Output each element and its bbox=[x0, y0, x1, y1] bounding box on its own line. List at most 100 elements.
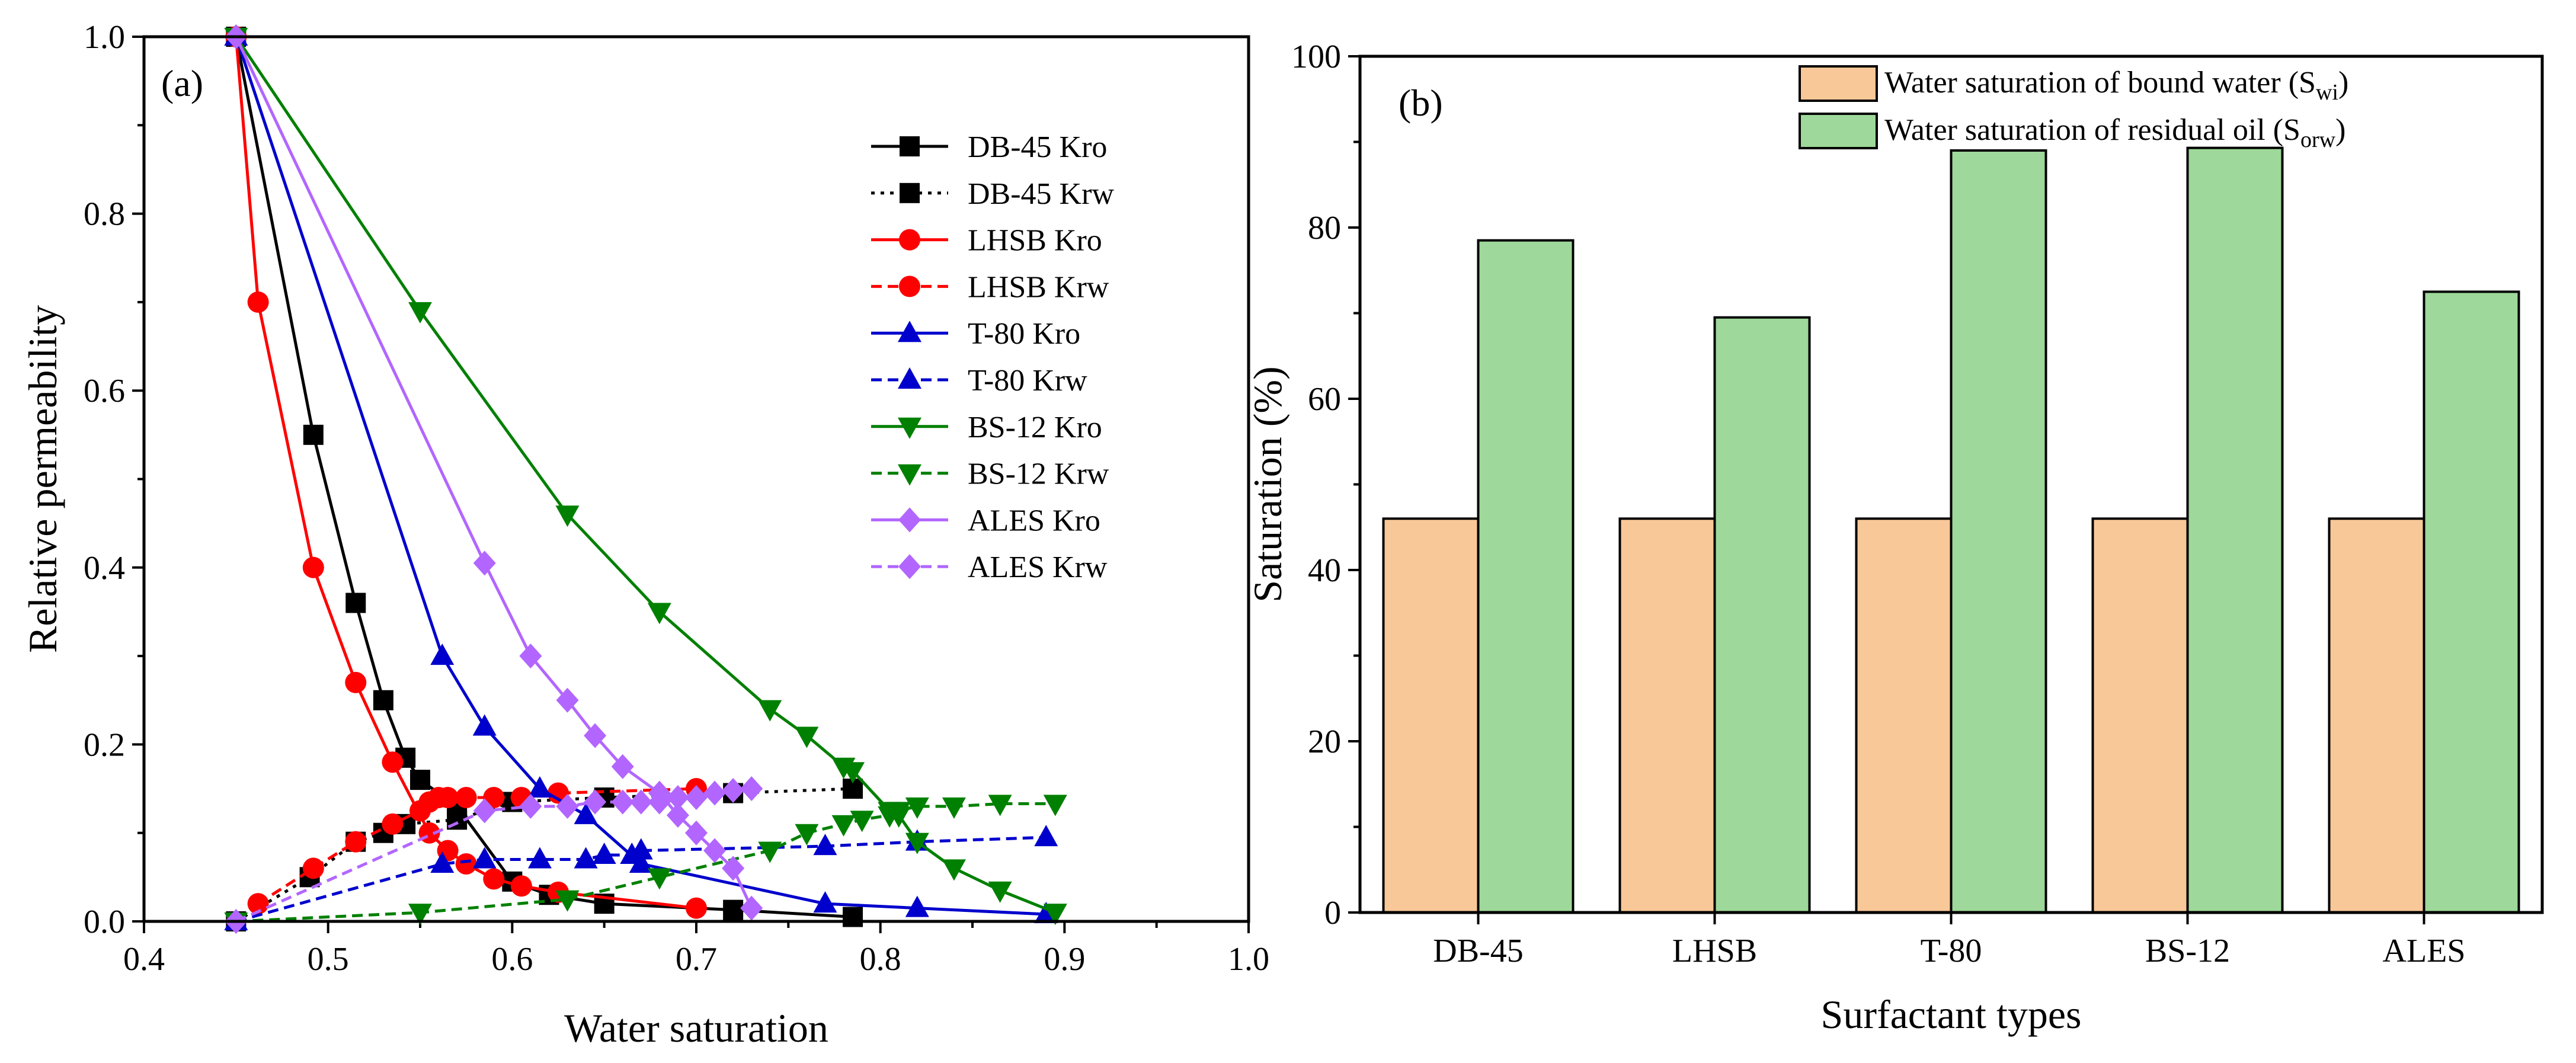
data-point-lhsb-kro bbox=[455, 853, 477, 875]
data-point-t-80-kro bbox=[527, 776, 552, 798]
data-point-bs-12-kro bbox=[647, 603, 671, 625]
y-tick-label: 0.6 bbox=[84, 373, 125, 409]
data-point-lhsb-kro bbox=[302, 556, 324, 578]
legend-item-db-45-kro: DB-45 Kro bbox=[871, 130, 1107, 164]
data-point-bs-12-krw bbox=[1043, 795, 1067, 817]
data-point-ales-kro bbox=[740, 895, 763, 921]
data-point-t-80-krw bbox=[527, 847, 552, 869]
x-tick-label: 0.9 bbox=[1044, 941, 1085, 978]
legend-label: Water saturation of bound water (Swi) bbox=[1884, 66, 2348, 105]
data-point-lhsb-kro bbox=[345, 671, 367, 693]
legend-item-ales-kro: ALES Kro bbox=[871, 504, 1100, 537]
legend-item-bs-12-kro: BS-12 Kro bbox=[871, 411, 1102, 444]
series-t-80-kro bbox=[224, 24, 1058, 924]
series-line-ales-kro bbox=[235, 36, 753, 909]
data-point-bs-12-krw bbox=[831, 815, 856, 837]
x-tick-label: 0.8 bbox=[860, 941, 901, 978]
data-point-ales-krw bbox=[473, 798, 496, 824]
data-point-t-80-krw bbox=[430, 851, 455, 873]
y-axis-label: Saturation (%) bbox=[1245, 366, 1290, 602]
data-point-ales-kro bbox=[556, 687, 579, 713]
bar-t-80-sorw bbox=[1950, 149, 2047, 914]
data-point-lhsb-krw bbox=[345, 831, 367, 853]
x-tick-label-bs-12: BS-12 bbox=[2145, 933, 2230, 969]
data-point-ales-kro bbox=[685, 820, 708, 846]
legend-marker bbox=[898, 554, 921, 579]
bar-db-45-swi bbox=[1382, 517, 1480, 914]
data-point-ales-kro bbox=[703, 838, 727, 863]
series-lhsb-kro bbox=[225, 26, 707, 919]
data-point-bs-12-krw bbox=[942, 797, 966, 819]
data-point-ales-krw bbox=[722, 778, 745, 803]
data-point-ales-krw bbox=[648, 789, 671, 815]
legend-label: ALES Kro bbox=[968, 504, 1100, 537]
bar-ales-swi bbox=[2328, 517, 2425, 914]
legend-label: DB-45 Kro bbox=[968, 130, 1107, 164]
legend-marker bbox=[898, 367, 921, 389]
panel-b-frame bbox=[1358, 55, 2544, 914]
y-tick-label: 0.0 bbox=[84, 904, 125, 940]
panel-label-a: (a) bbox=[161, 62, 203, 104]
data-point-ales-kro bbox=[722, 856, 745, 881]
data-point-ales-krw bbox=[685, 785, 708, 810]
data-point-t-80-kro bbox=[430, 643, 455, 665]
series-line-t-80-kro bbox=[234, 36, 1047, 916]
legend-marker bbox=[898, 417, 921, 439]
panel-a-line-chart: 0.4 0.5 0.6 0.7 0.8 0.9 1.0 0.0 0.2 0.4 0.6 0.8 1.0 W… bbox=[20, 19, 1269, 1051]
data-point-ales-krw bbox=[666, 785, 689, 810]
data-point-lhsb-krw bbox=[382, 813, 404, 835]
legend-item-t-80-krw: T-80 Krw bbox=[871, 364, 1087, 398]
legend-swatch bbox=[1799, 113, 1878, 149]
x-tick-label: 0.6 bbox=[491, 941, 533, 978]
data-point-t-80-krw bbox=[1034, 825, 1058, 847]
data-point-t-80-kro bbox=[574, 802, 598, 824]
y-tick-label: 80 bbox=[1308, 210, 1341, 246]
data-point-lhsb-krw bbox=[437, 786, 459, 808]
data-point-ales-krw bbox=[703, 780, 727, 806]
data-point-db-45-kro bbox=[373, 690, 393, 710]
y-tick-label: 0.4 bbox=[84, 550, 125, 587]
data-point-bs-12-krw bbox=[795, 824, 819, 846]
legend-item-swi: Water saturation of bound water (Swi) bbox=[1799, 65, 2348, 105]
data-point-bs-12-kro bbox=[408, 302, 432, 324]
x-axis-label: Water saturation bbox=[564, 1006, 828, 1051]
series-line-t-80-krw bbox=[235, 835, 1047, 923]
x-tick-label-ales: ALES bbox=[2383, 933, 2466, 969]
data-point-ales-krw bbox=[519, 793, 542, 819]
series-line-bs-12-kro bbox=[235, 36, 1056, 914]
legend-item-lhsb-kro: LHSB Kro bbox=[871, 224, 1102, 258]
data-point-bs-12-kro bbox=[988, 881, 1012, 903]
x-tick-label: 0.5 bbox=[308, 941, 349, 978]
data-point-ales-krw bbox=[584, 789, 607, 815]
legend-marker bbox=[900, 182, 920, 203]
series-ales-krw bbox=[225, 776, 763, 934]
legend-label: T-80 Krw bbox=[968, 364, 1087, 398]
data-point-ales-krw bbox=[556, 793, 579, 819]
legend-item-sorw: Water saturation of residual oil (Sorw) bbox=[1799, 113, 2345, 152]
bar-lhsb-swi bbox=[1618, 517, 1716, 914]
legend-label-subscript: wi bbox=[2316, 80, 2338, 105]
data-point-db-45-kro bbox=[345, 593, 366, 613]
y-tick-label: 60 bbox=[1308, 381, 1341, 418]
data-point-ales-krw bbox=[629, 789, 652, 815]
data-point-t-80-kro bbox=[472, 714, 497, 736]
panel-b-bar-chart: DB-45 LHSB T-80 BS-12 ALES 0 20 40 60 80 100 Surfac… bbox=[1245, 39, 2544, 1037]
data-point-lhsb-krw bbox=[302, 857, 324, 879]
legend-marker bbox=[898, 507, 921, 533]
series-ales-kro bbox=[225, 24, 763, 921]
y-tick-label: 40 bbox=[1308, 552, 1341, 589]
y-tick-label: 0.8 bbox=[84, 196, 125, 233]
data-point-lhsb-kro bbox=[686, 897, 707, 919]
y-tick-label: 0.2 bbox=[84, 726, 125, 763]
data-point-t-80-krw bbox=[574, 847, 598, 869]
data-point-ales-kro bbox=[611, 754, 634, 779]
bar-lhsb-sorw bbox=[1713, 316, 1811, 914]
data-point-db-45-kro bbox=[843, 907, 863, 927]
series-t-80-krw bbox=[224, 825, 1058, 930]
legend-marker bbox=[899, 229, 920, 251]
data-point-t-80-krw bbox=[592, 843, 616, 865]
data-point-lhsb-krw bbox=[455, 786, 477, 808]
data-point-bs-12-kro bbox=[1043, 904, 1067, 926]
legend-label: BS-12 Kro bbox=[968, 411, 1102, 444]
y-tick-label: 20 bbox=[1308, 723, 1341, 760]
